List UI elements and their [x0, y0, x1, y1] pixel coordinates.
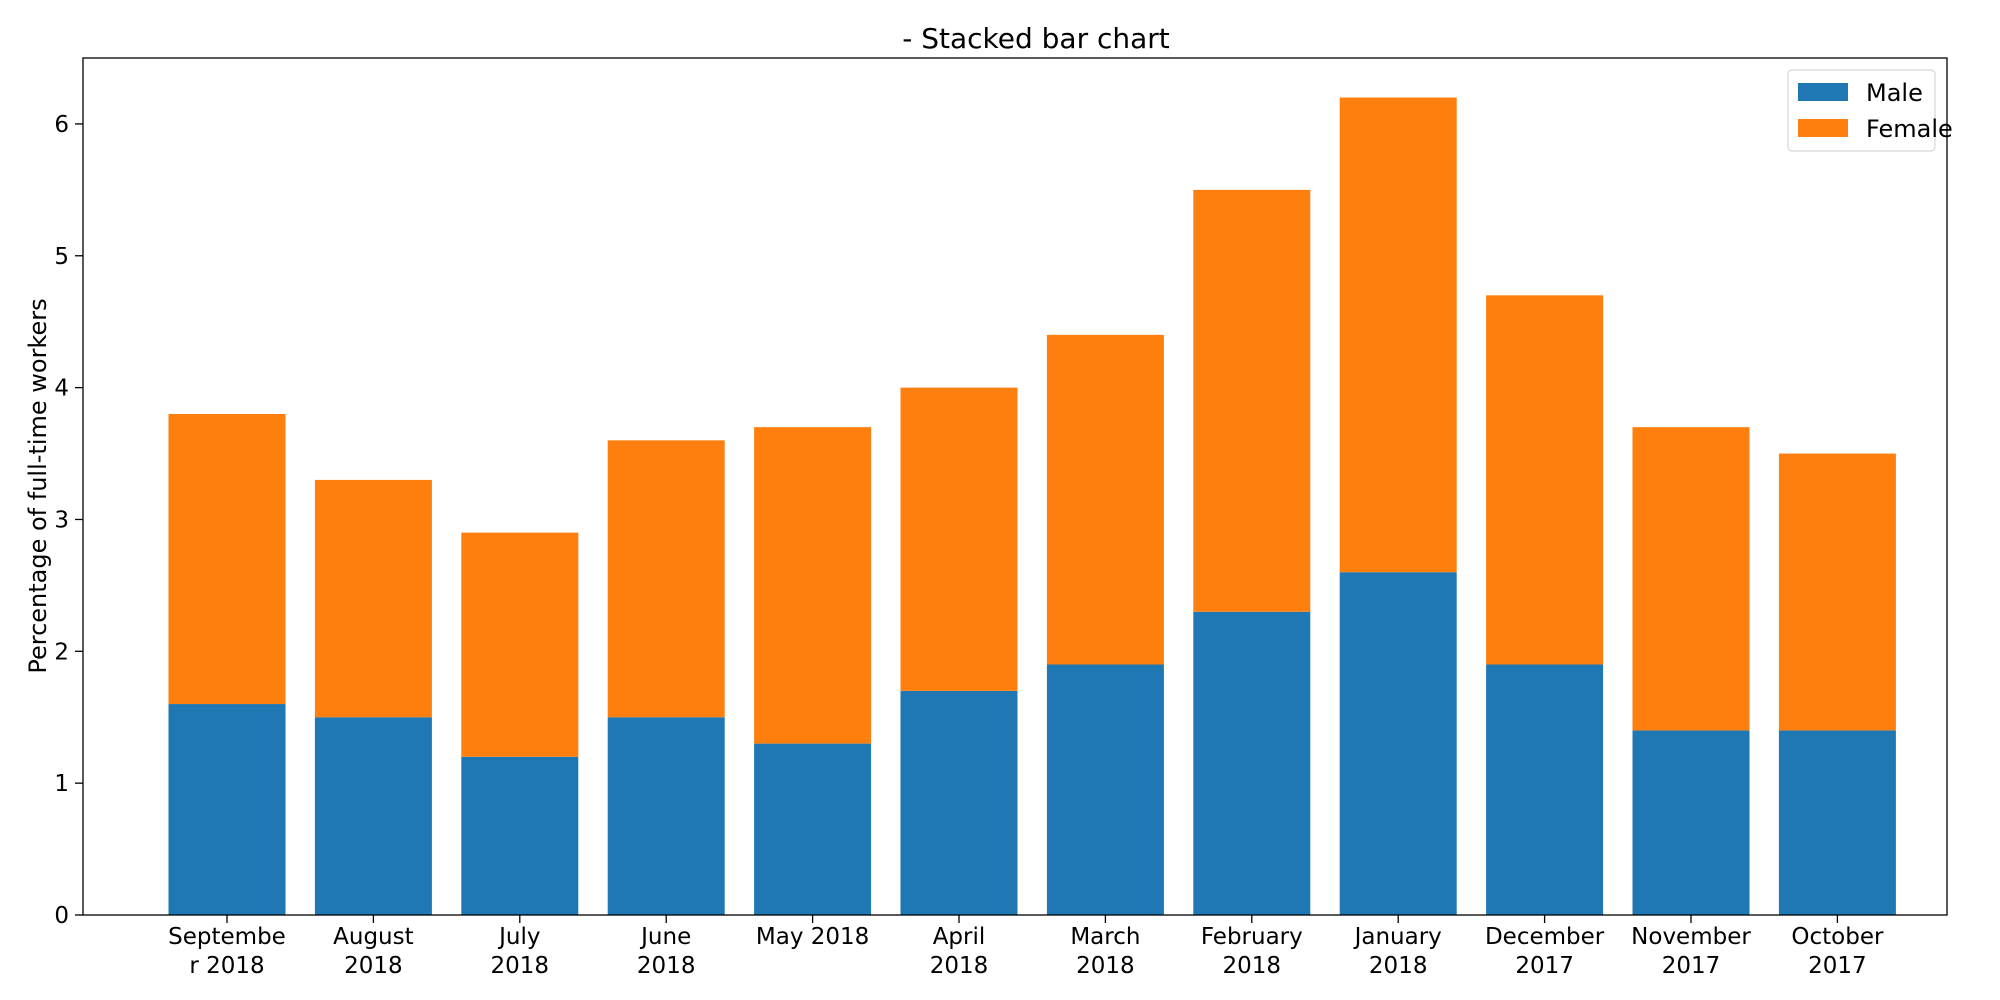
bar-male-9 [1486, 664, 1604, 915]
bar-male-11 [1778, 730, 1896, 915]
y-axis: 0 1 2 3 4 5 6 [54, 112, 83, 929]
bar-male-5 [900, 690, 1018, 915]
x-tick-label: 2017 [1808, 953, 1867, 979]
x-tick-label: November [1631, 924, 1751, 950]
legend: Male Female [1787, 69, 1953, 152]
x-tick-label: June [639, 924, 691, 950]
x-axis: Septembe r 2018 August 2018 July 2018 June 2018… [168, 915, 1884, 979]
x-tick-label: February [1201, 924, 1303, 950]
x-tick-label: 2018 [491, 953, 550, 979]
x-tick-label: 2017 [1662, 953, 1721, 979]
plot-frame [82, 57, 1948, 916]
bar-male-7 [1193, 611, 1311, 915]
x-tick-label: 2018 [344, 953, 403, 979]
bar-female-7 [1193, 189, 1311, 612]
bars-group [168, 97, 1896, 915]
y-tick-label: 4 [54, 376, 69, 402]
x-tick-label: 2018 [1076, 953, 1135, 979]
bar-female-8 [1339, 97, 1457, 573]
x-tick-label: Septembe [168, 924, 286, 950]
legend-swatch-male [1798, 83, 1848, 101]
x-tick-label: 2018 [637, 953, 696, 979]
x-tick-label: r 2018 [189, 953, 264, 979]
x-tick-label: December [1485, 924, 1605, 950]
legend-swatch-female [1798, 119, 1848, 137]
bar-female-3 [607, 440, 725, 718]
x-tick-label: August [333, 924, 414, 950]
y-tick-label: 2 [54, 639, 69, 665]
x-tick-label: April [933, 924, 986, 950]
bar-female-4 [754, 427, 872, 744]
bar-male-0 [168, 704, 286, 915]
legend-label-female: Female [1866, 115, 1953, 143]
x-tick-label: January [1353, 924, 1442, 950]
bar-male-8 [1339, 572, 1457, 915]
bar-female-10 [1632, 427, 1750, 731]
x-tick-label: 2018 [1223, 953, 1282, 979]
y-tick-label: 1 [54, 771, 69, 797]
x-tick-label: October [1791, 924, 1884, 950]
x-tick-label: 2018 [930, 953, 989, 979]
y-tick-label: 5 [54, 244, 69, 270]
chart-title: - Stacked bar chart [902, 22, 1170, 55]
bar-female-2 [461, 532, 579, 757]
bar-female-0 [168, 413, 286, 705]
bar-male-4 [754, 743, 872, 915]
bar-male-1 [314, 717, 432, 915]
y-tick-label: 6 [54, 112, 69, 138]
bar-female-9 [1486, 295, 1604, 665]
y-tick-label: 3 [54, 507, 69, 533]
bar-female-5 [900, 387, 1018, 691]
x-tick-label: July [497, 924, 540, 950]
x-tick-label: March [1070, 924, 1140, 950]
bar-female-1 [314, 479, 432, 718]
y-tick-label: 0 [54, 903, 69, 929]
bar-female-11 [1778, 453, 1896, 731]
y-axis-label: Percentage of full-time workers [24, 298, 52, 673]
x-tick-label: May 2018 [756, 924, 869, 950]
bar-male-6 [1046, 664, 1164, 915]
legend-label-male: Male [1866, 79, 1923, 107]
bar-male-2 [461, 756, 579, 915]
bar-male-10 [1632, 730, 1750, 915]
bar-female-6 [1046, 334, 1164, 665]
x-tick-label: 2018 [1369, 953, 1428, 979]
bar-male-3 [607, 717, 725, 915]
x-tick-label: 2017 [1515, 953, 1574, 979]
